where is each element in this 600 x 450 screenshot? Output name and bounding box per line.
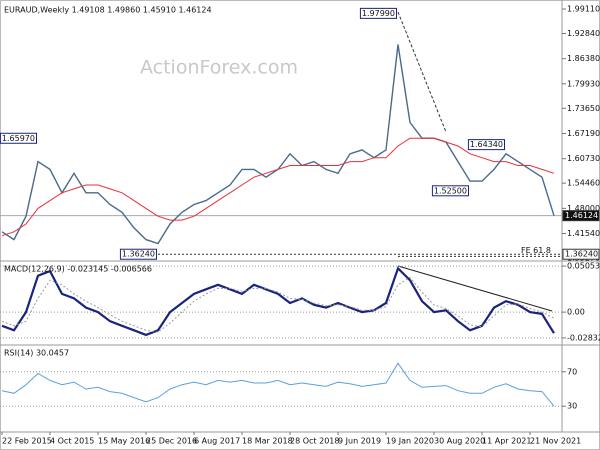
- annotation-label: 1.65970: [2, 134, 35, 143]
- price-tag-box: [562, 248, 600, 260]
- annotation-box: [431, 185, 469, 197]
- annotation: 1.52500: [431, 185, 469, 197]
- y-tick-label: 1.99110: [567, 5, 600, 14]
- panel-title: RSI(14) 30.0457: [4, 349, 69, 358]
- x-tick-label: 4 Oct 2015: [50, 437, 94, 446]
- x-tick-label: 22 Feb 2015: [2, 437, 52, 446]
- x-tick-label: 30 Aug 2020: [434, 437, 485, 446]
- y-tick-label: 1.73650: [567, 104, 600, 113]
- series-line: [1, 362, 555, 407]
- annotation-box: [119, 248, 157, 260]
- y-tick-label: 0.00: [567, 308, 585, 317]
- y-tick-label: 1.67190: [567, 129, 600, 138]
- y-tick-label: 1.41540: [567, 229, 600, 238]
- x-tick-label: 9 Jun 2019: [338, 437, 381, 446]
- series-line: [1, 266, 555, 337]
- x-tick-label: 15 May 2016: [98, 437, 150, 446]
- y-tick-label: 70: [567, 367, 577, 376]
- y-tick-label: 1.60730: [567, 154, 600, 163]
- trend-line: [397, 11, 447, 133]
- x-tick-label: 6 Aug 2017: [194, 437, 240, 446]
- y-tick-label: 1.48000: [567, 204, 600, 213]
- y-tick-label: 1.92840: [567, 29, 600, 38]
- macd-trend-line: [397, 265, 553, 312]
- x-tick-label: 28 Oct 2018: [290, 437, 339, 446]
- x-tick-label: 18 Mar 2018: [242, 437, 293, 446]
- y-tick-label: 30: [567, 402, 577, 411]
- y-tick-label: -0.028323: [567, 333, 600, 342]
- panel-title: MACD(12,26,9) -0.023145 -0.006566: [4, 265, 152, 274]
- annotation: 1.65970: [0, 132, 37, 144]
- annotation-box: [467, 139, 505, 151]
- annotation-label: 1.64340: [470, 140, 503, 149]
- y-tick-label: 1.86380: [567, 54, 600, 63]
- series-line: [1, 137, 555, 237]
- x-tick-label: 25 Dec 2016: [146, 437, 197, 446]
- x-tick-label: 19 Jan 2020: [386, 437, 434, 446]
- y-tick-label: 1.54460: [567, 179, 600, 188]
- price-tag: 1.36240: [565, 250, 598, 259]
- annotation: 1.36240: [119, 248, 157, 260]
- annotation-label: 1.52500: [434, 186, 467, 195]
- price-tag-box: [562, 210, 600, 222]
- price-tag: 1.46124: [565, 211, 598, 220]
- y-tick-label: 1.79930: [567, 79, 600, 88]
- x-tick-label: 21 Nov 2021: [530, 437, 581, 446]
- annotation: 1.97990: [359, 7, 397, 19]
- annotation-box: [0, 132, 37, 144]
- series-line: [1, 276, 555, 333]
- panel-title: EURAUD,Weekly 1.49108 1.49860 1.45910 1.…: [4, 6, 212, 15]
- x-tick-label: 11 Apr 2021: [482, 437, 531, 446]
- annotation: 1.64340: [467, 139, 505, 151]
- annotation-label: 1.36240: [122, 250, 155, 259]
- annotation-label: 1.97990: [362, 9, 395, 18]
- annotation-box: [359, 7, 397, 19]
- watermark: ActionForex.com: [140, 57, 298, 79]
- annotation: FE 61.8: [521, 246, 551, 255]
- y-tick-label: 0.05053: [567, 262, 600, 271]
- annotation-label: FE 61.8: [521, 246, 551, 255]
